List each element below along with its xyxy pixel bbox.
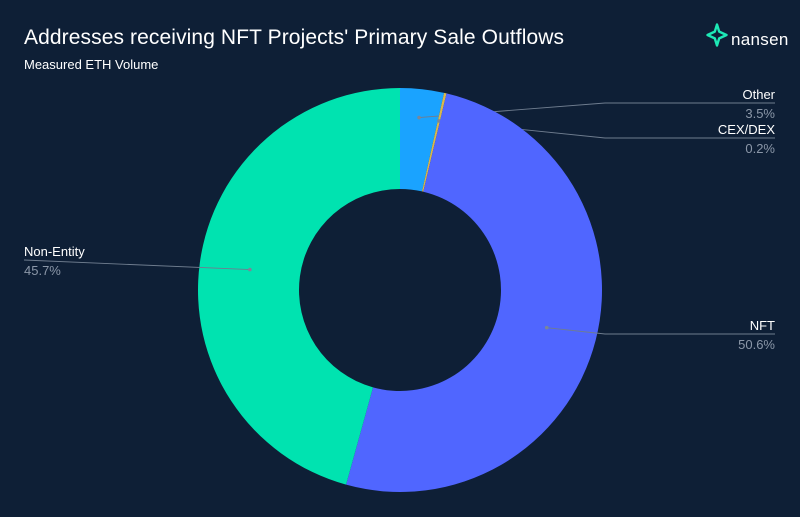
leader-dot-non-entity [248, 267, 252, 272]
label-nft: NFT [750, 318, 775, 333]
label-non-entity: Non-Entity [24, 244, 85, 259]
brand-logo: nansen [705, 20, 789, 50]
leader-dot-cex-dex [437, 119, 441, 123]
leader-line-nft [546, 327, 775, 335]
value-other: 3.5% [745, 106, 775, 121]
nansen-logo-icon [706, 23, 728, 47]
leader-dot-other [417, 115, 421, 120]
value-nft: 50.6% [738, 337, 775, 352]
brand-name: nansen [731, 30, 789, 49]
slice-other[interactable] [400, 88, 445, 192]
value-cex-dex: 0.2% [745, 141, 775, 156]
slice-cex-dex[interactable] [422, 92, 447, 192]
slice-nft[interactable] [346, 93, 603, 493]
leader-line-non-entity [23, 259, 250, 271]
label-cex-dex: CEX/DEX [718, 122, 775, 137]
label-other: Other [742, 87, 775, 102]
leader-dot-nft [544, 325, 549, 330]
slice-non-entity[interactable] [198, 88, 400, 485]
chart-title: Addresses receiving NFT Projects' Primar… [24, 26, 565, 49]
chart-subtitle: Measured ETH Volume [24, 57, 159, 72]
value-non-entity: 45.7% [24, 263, 61, 278]
